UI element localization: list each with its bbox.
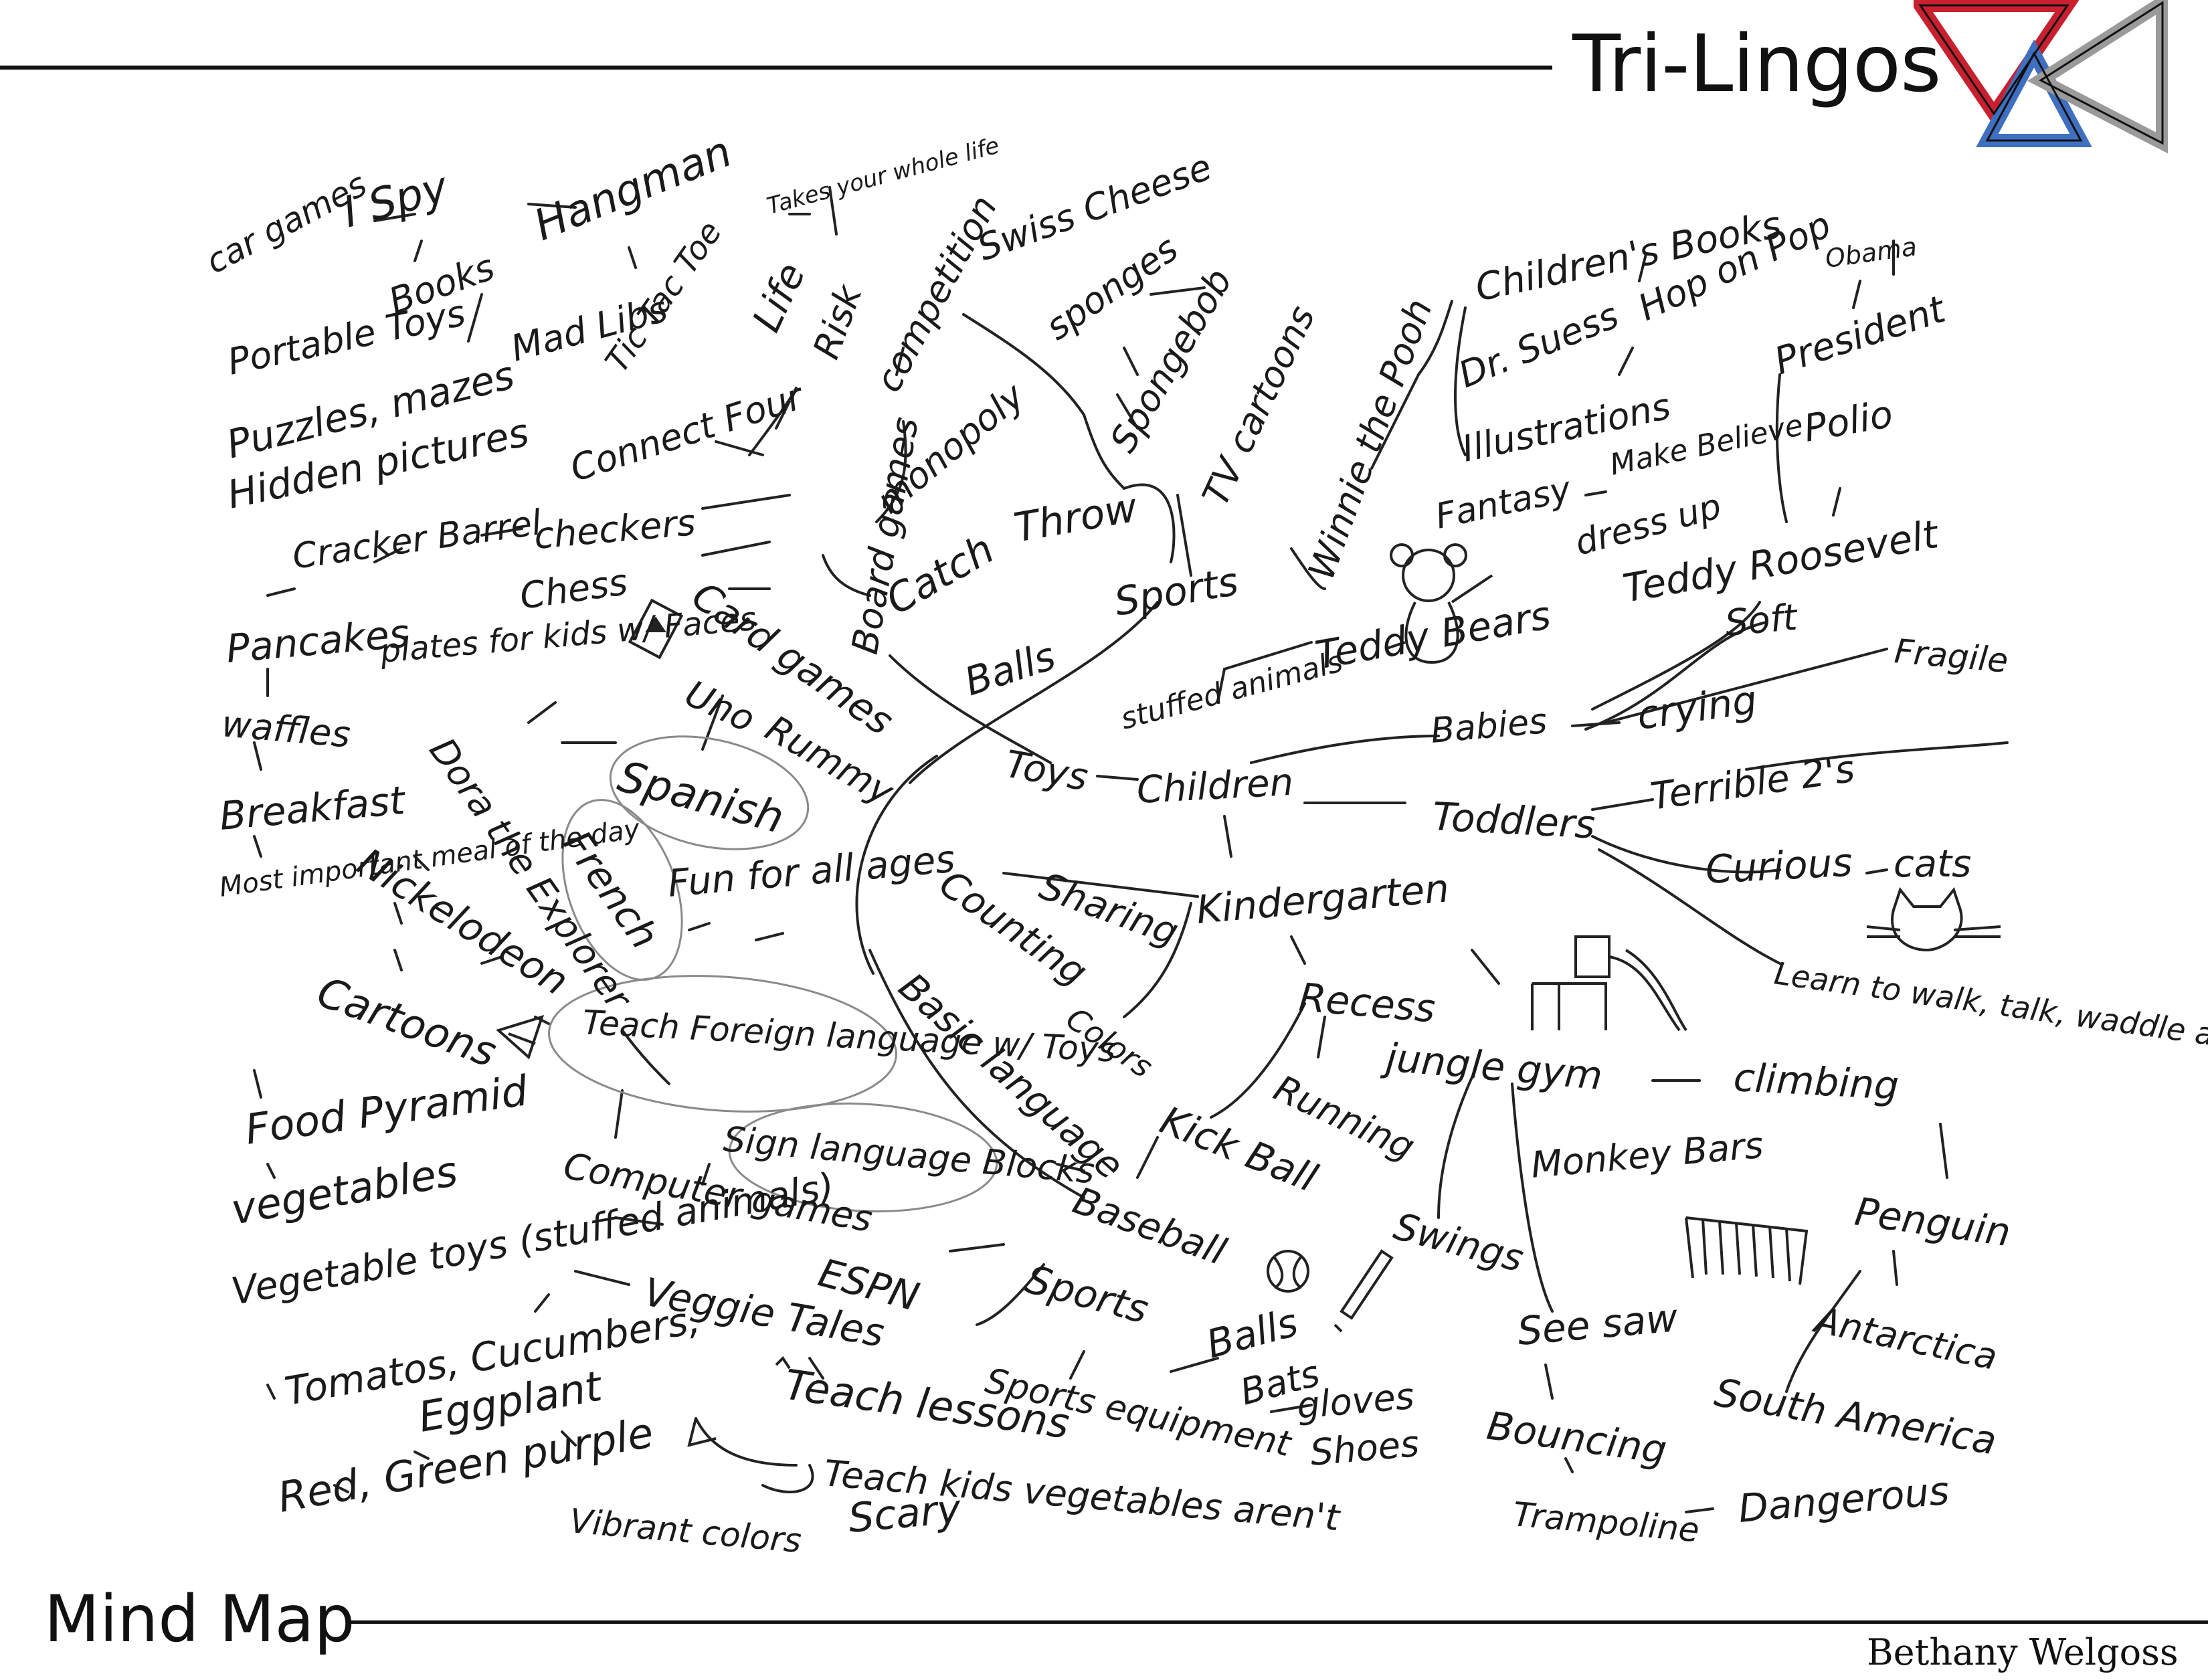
node-life: Life	[743, 256, 814, 338]
node-babies: Babies	[1429, 701, 1549, 751]
node-see-saw: See saw	[1515, 1295, 1679, 1354]
node-balls-top: Balls	[959, 633, 1061, 705]
node-checkers: checkers	[533, 501, 697, 557]
node-uno: Uno	[679, 672, 761, 741]
node-bouncing: Bouncing	[1484, 1403, 1669, 1473]
node-jungle-gym: jungle gym	[1380, 1034, 1604, 1099]
node-learn-to-walk: Learn to walk, talk, waddle around	[1772, 955, 2208, 1065]
node-swiss-cheese: Swiss Cheese	[972, 146, 1217, 270]
node-kindergarten: Kindergarten	[1194, 865, 1451, 933]
node-fantasy: Fantasy	[1432, 469, 1575, 537]
node-climbing: climbing	[1732, 1054, 1900, 1109]
node-chess: Chess	[517, 561, 630, 618]
card-icon	[628, 598, 684, 660]
playground-slide-icon	[1531, 935, 1687, 1032]
node-baseball: Baseball	[1067, 1179, 1232, 1274]
author-name: Bethany Welgoss	[1867, 1631, 2179, 1673]
node-balls-bottom: Balls	[1202, 1299, 1303, 1367]
tv-antenna-icon	[496, 1014, 545, 1060]
node-scary: Scary	[846, 1485, 963, 1542]
node-breakfast: Breakfast	[217, 777, 407, 839]
mind-map-bubbles	[548, 735, 998, 1213]
node-throw: Throw	[1010, 484, 1141, 552]
header-rule	[0, 66, 1552, 70]
node-vegetables: vegetables	[227, 1147, 461, 1234]
node-soft: Soft	[1724, 596, 1800, 644]
node-antarctica: Antarctica	[1809, 1298, 2001, 1378]
bat-icon	[1333, 1249, 1394, 1333]
node-trampoline: Trampoline	[1511, 1495, 1701, 1550]
node-monkey-bars: Monkey Bars	[1530, 1124, 1765, 1186]
bubble-spanish	[609, 735, 810, 850]
node-waffles: waffles	[220, 703, 352, 756]
node-sports-bottom: Sports	[1021, 1256, 1153, 1333]
node-dangerous: Dangerous	[1736, 1468, 1951, 1531]
monkey-bars-icon	[1685, 1216, 1809, 1285]
node-toddlers: Toddlers	[1431, 794, 1596, 848]
node-penguin: Penguin	[1852, 1189, 2013, 1256]
node-sports-top: Sports	[1111, 559, 1242, 625]
node-winnie-the-pooh: Winnie the Pooh	[1300, 294, 1441, 585]
node-competition: competition	[867, 189, 1006, 399]
teddy-bear-icon	[1384, 543, 1493, 664]
node-gloves: gloves	[1295, 1375, 1416, 1427]
node-tv-cartoons: TV cartoons	[1194, 299, 1323, 512]
node-cats: cats	[1894, 842, 1971, 886]
node-toys: Toys	[1002, 743, 1091, 800]
node-terrible-2s: Terrible 2's	[1648, 747, 1857, 819]
node-south-america: South America	[1712, 1370, 2001, 1464]
node-swings: Swings	[1389, 1205, 1528, 1281]
footer-rule	[348, 1620, 2208, 1624]
node-cartoons: Cartoons	[311, 967, 503, 1077]
node-cracker-barrel: Cracker Barrel	[290, 502, 544, 577]
node-president: President	[1769, 287, 1952, 383]
node-connect-four: Connect Four	[565, 375, 810, 490]
arrow-icon	[687, 1356, 791, 1447]
node-stuffed-animals: stuffed animals	[1117, 644, 1346, 736]
node-tic-tac-toe: Tic Tac Toe	[598, 214, 729, 379]
node-crying: crying	[1634, 677, 1759, 739]
node-teach-foreign-language: Teach Foreign language w/ Toys	[581, 1003, 1117, 1070]
node-shoes: Shoes	[1309, 1422, 1421, 1474]
mind-map-connectors	[253, 186, 2009, 1513]
baseball-icon	[1267, 1250, 1309, 1293]
cat-icon	[1866, 886, 2001, 952]
node-polio: Polio	[1801, 393, 1896, 451]
tri-lingos-logo	[1914, 0, 2168, 154]
footer-title: Mind Map	[44, 1582, 355, 1657]
doodle-icons	[496, 543, 2001, 1447]
node-vibrant-colors: Vibrant colors	[568, 1501, 803, 1560]
node-teddy-bears: Teddy Bears	[1312, 592, 1554, 678]
node-obama: Obama	[1823, 231, 1918, 274]
node-recess: Recess	[1297, 974, 1437, 1032]
node-food-pyramid: Food Pyramid	[242, 1066, 531, 1154]
mind-map-labels: car games I Spy Hangman Portable Toys Bo…	[199, 127, 2208, 1560]
node-dr-suess: Dr. Suess	[1453, 294, 1624, 396]
brand-title: Tri-Lingos	[1572, 17, 1941, 110]
bubble-teach-foreign	[548, 975, 897, 1113]
node-children: Children	[1135, 761, 1294, 812]
node-fragile: Fragile	[1893, 632, 2010, 680]
node-curious: Curious	[1704, 840, 1853, 893]
bubble-sign-language	[728, 1102, 998, 1213]
node-risk: Risk	[805, 278, 870, 364]
